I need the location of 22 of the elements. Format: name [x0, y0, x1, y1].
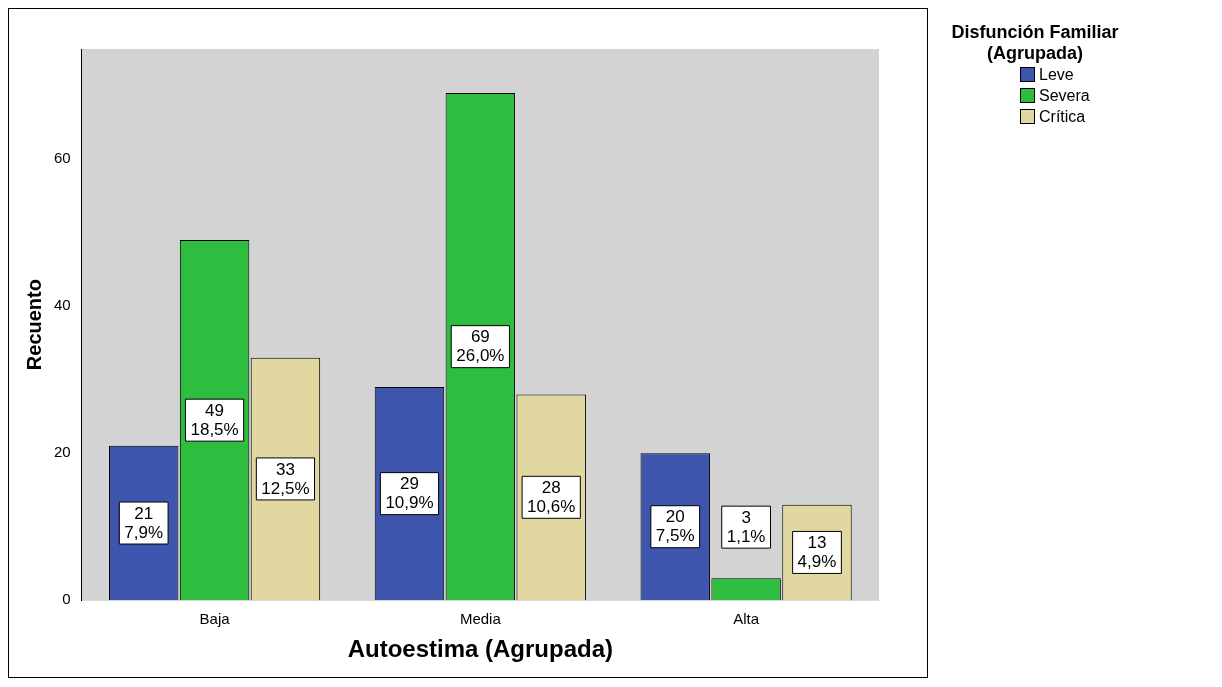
- x-tick-label: Alta: [733, 610, 760, 628]
- x-tick-label: Baja: [199, 610, 231, 628]
- y-tick-label: 20: [54, 443, 71, 461]
- legend-label: Crítica: [1039, 107, 1086, 127]
- legend-label: Leve: [1039, 65, 1074, 85]
- data-label: 21 7,9%: [124, 503, 164, 542]
- data-label: 28 10,6%: [527, 478, 576, 516]
- x-tick-label: Media: [459, 610, 502, 628]
- data-label: 49 18,5%: [190, 400, 239, 439]
- legend-label: Severa: [1039, 86, 1090, 106]
- y-tick-label: 60: [54, 149, 71, 167]
- legend-title: Disfunción Familiar (Agrupada): [950, 22, 1120, 64]
- data-label: 20 7,5%: [655, 507, 695, 546]
- data-label: 33 12,5%: [261, 459, 310, 498]
- data-label: 69 26,0%: [456, 327, 505, 366]
- data-label: 3 1,1%: [726, 507, 766, 546]
- y-axis-title: Recuento: [22, 279, 45, 371]
- y-tick-label: 0: [62, 590, 71, 608]
- data-label: 13 4,9%: [797, 533, 837, 572]
- x-axis-title: Autoestima (Agrupada): [347, 635, 614, 663]
- data-label: 29 10,9%: [385, 474, 434, 513]
- y-tick-label: 40: [54, 296, 71, 314]
